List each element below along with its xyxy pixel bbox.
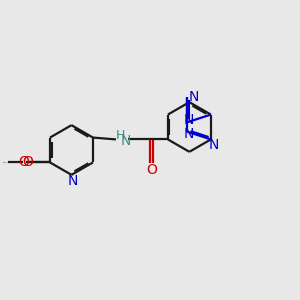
Text: N: N — [121, 134, 131, 148]
Text: N: N — [184, 127, 194, 141]
Text: H: H — [115, 128, 125, 142]
Text: N: N — [208, 138, 219, 152]
Text: O: O — [22, 155, 33, 170]
Text: methoxy: methoxy — [3, 162, 9, 163]
Text: O: O — [19, 155, 29, 170]
Text: N: N — [68, 174, 78, 188]
Text: N: N — [189, 90, 199, 104]
Text: N: N — [184, 113, 194, 128]
Text: O: O — [146, 163, 157, 177]
